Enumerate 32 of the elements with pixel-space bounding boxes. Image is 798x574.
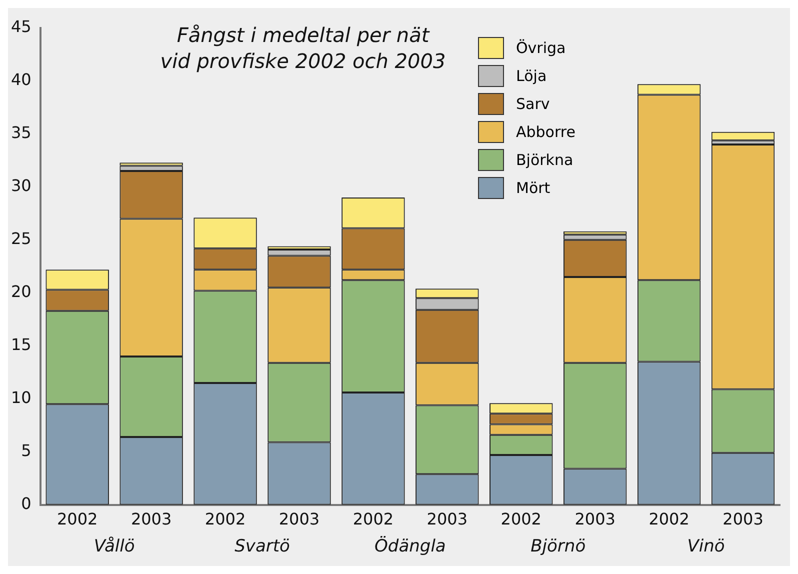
y-tick-label: 40 xyxy=(11,70,32,90)
x-tick-label: 2002 xyxy=(352,510,394,529)
legend-label: Mört xyxy=(516,179,550,197)
y-tick-label: 10 xyxy=(11,388,32,407)
y-tick-label: 35 xyxy=(11,123,32,142)
y-tick-label: 45 xyxy=(11,17,32,36)
text: Svartö xyxy=(234,536,290,557)
y-tick-label: 15 xyxy=(11,335,32,354)
x-tick-label: 2002 xyxy=(648,510,690,529)
text: Vinö xyxy=(687,536,725,557)
legend-label: Björkna xyxy=(516,151,574,169)
text: Vållö xyxy=(94,536,135,557)
x-tick-label: 2002 xyxy=(500,510,542,529)
legend-label: Löja xyxy=(516,67,547,85)
x-tick-label: 2003 xyxy=(278,510,320,529)
x-tick-label: 2003 xyxy=(426,510,468,529)
legend-label: Abborre xyxy=(516,123,576,141)
x-tick-label: 2003 xyxy=(722,510,764,529)
text: Fångst i medeltal per nät vid provfiske 2002 och 2003 xyxy=(159,22,447,74)
x-tick-label: 2002 xyxy=(204,510,246,529)
text: Ödängla xyxy=(374,536,446,557)
x-tick-label: 2003 xyxy=(130,510,172,529)
legend-label: Övriga xyxy=(516,39,566,57)
y-tick-label: 30 xyxy=(11,176,32,196)
y-tick-label: 5 xyxy=(21,440,32,460)
legend-label: Sarv xyxy=(516,95,550,113)
text: Björnö xyxy=(530,536,586,557)
y-tick-label: 0 xyxy=(21,494,32,513)
y-tick-label: 20 xyxy=(11,282,32,302)
x-tick-label: 2002 xyxy=(56,510,98,529)
y-tick-label: 25 xyxy=(11,229,32,248)
x-tick-label: 2003 xyxy=(574,510,616,529)
